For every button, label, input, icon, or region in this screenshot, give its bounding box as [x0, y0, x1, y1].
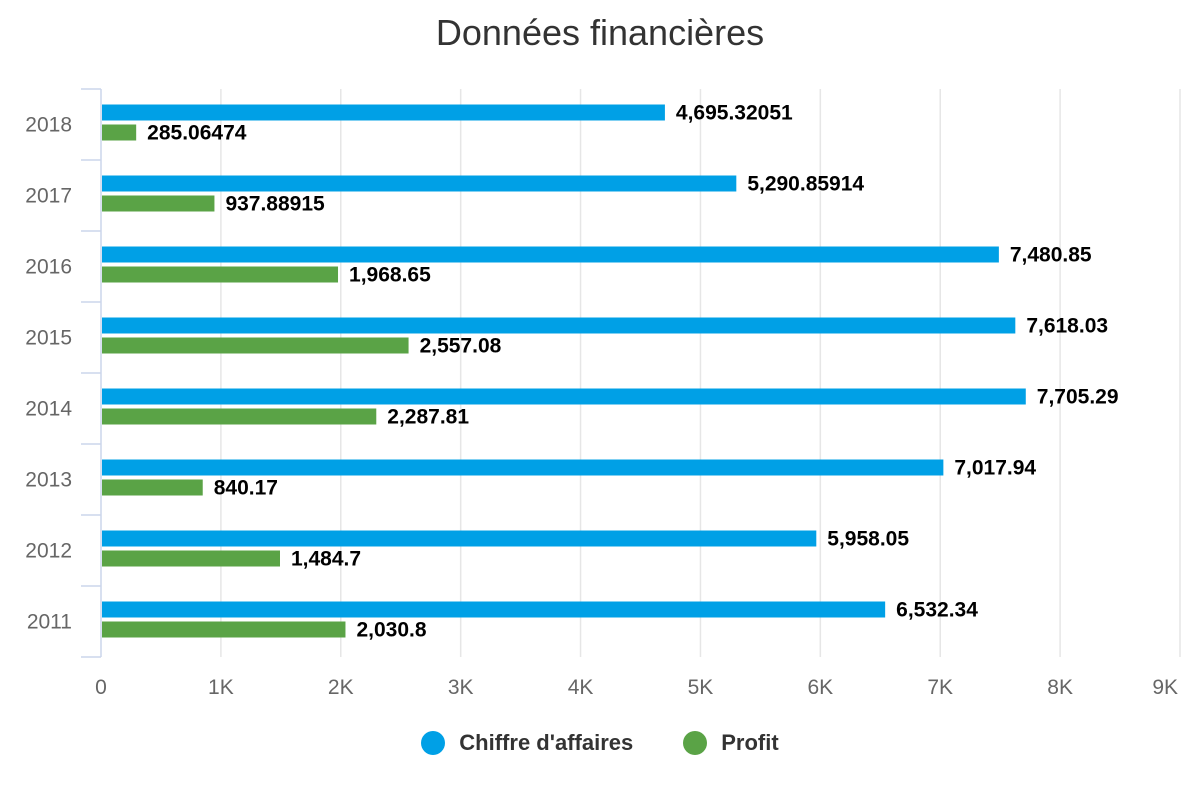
- category-label: 2012: [25, 540, 72, 563]
- revenue-bar: [102, 246, 999, 263]
- profit-data-label: 1,484.7: [291, 548, 361, 571]
- profit-bar: [102, 550, 280, 567]
- value-axis-label: 1K: [208, 676, 234, 699]
- value-axis-label: 5K: [688, 676, 714, 699]
- value-axis-label: 8K: [1047, 676, 1073, 699]
- category-label: 2011: [27, 611, 72, 634]
- value-axis-label: 0: [95, 676, 107, 699]
- legend-label-revenue: Chiffre d'affaires: [459, 730, 634, 755]
- category-label: 2013: [25, 469, 72, 492]
- profit-data-label: 1,968.65: [349, 264, 431, 287]
- revenue-data-label: 5,290.85914: [747, 173, 864, 196]
- category-label: 2014: [25, 398, 72, 421]
- profit-bar: [102, 479, 203, 496]
- revenue-bar: [102, 530, 817, 547]
- chart-title: Données financières: [435, 12, 765, 53]
- profit-bar: [102, 408, 377, 425]
- revenue-data-label: 7,618.03: [1026, 315, 1108, 338]
- category-label: 2017: [25, 185, 72, 208]
- legend-item-profit[interactable]: Profit: [683, 730, 779, 756]
- legend-swatch-revenue: [421, 731, 446, 755]
- revenue-bar: [102, 388, 1026, 405]
- revenue-data-label: 7,017.94: [954, 457, 1036, 480]
- profit-bar: [102, 337, 409, 354]
- revenue-bar: [102, 104, 665, 121]
- revenue-data-label: 5,958.05: [827, 528, 909, 551]
- profit-bar: [102, 124, 137, 141]
- value-axis-label: 7K: [927, 676, 953, 699]
- profit-data-label: 2,557.08: [420, 335, 502, 358]
- profit-data-label: 2,030.8: [356, 619, 426, 642]
- legend: Chiffre d'affaires Profit: [0, 730, 1200, 756]
- revenue-bar: [102, 601, 886, 618]
- category-label: 2016: [25, 256, 72, 279]
- revenue-bar: [102, 175, 737, 192]
- revenue-bar: [102, 459, 944, 476]
- value-axis-label: 9K: [1152, 676, 1178, 699]
- profit-data-label: 840.17: [214, 477, 278, 500]
- value-axis-label: 6K: [807, 676, 833, 699]
- legend-swatch-profit: [683, 731, 708, 755]
- profit-data-label: 2,287.81: [387, 406, 469, 429]
- category-label: 2015: [25, 327, 72, 350]
- profit-bar: [102, 195, 215, 212]
- revenue-data-label: 4,695.32051: [676, 102, 793, 125]
- legend-label-profit: Profit: [721, 730, 779, 755]
- profit-data-label: 285.06474: [147, 122, 247, 145]
- legend-item-revenue[interactable]: Chiffre d'affaires: [421, 730, 633, 756]
- value-axis-label: 3K: [448, 676, 474, 699]
- profit-data-label: 937.88915: [225, 193, 325, 216]
- revenue-data-label: 6,532.34: [896, 599, 978, 622]
- revenue-data-label: 7,480.85: [1010, 244, 1092, 267]
- profit-bar: [102, 621, 346, 638]
- profit-bar: [102, 266, 339, 283]
- value-axis-label: 2K: [328, 676, 354, 699]
- value-axis-label: 4K: [568, 676, 594, 699]
- revenue-bar: [102, 317, 1016, 334]
- revenue-data-label: 7,705.29: [1037, 386, 1119, 409]
- category-label: 2018: [25, 114, 72, 137]
